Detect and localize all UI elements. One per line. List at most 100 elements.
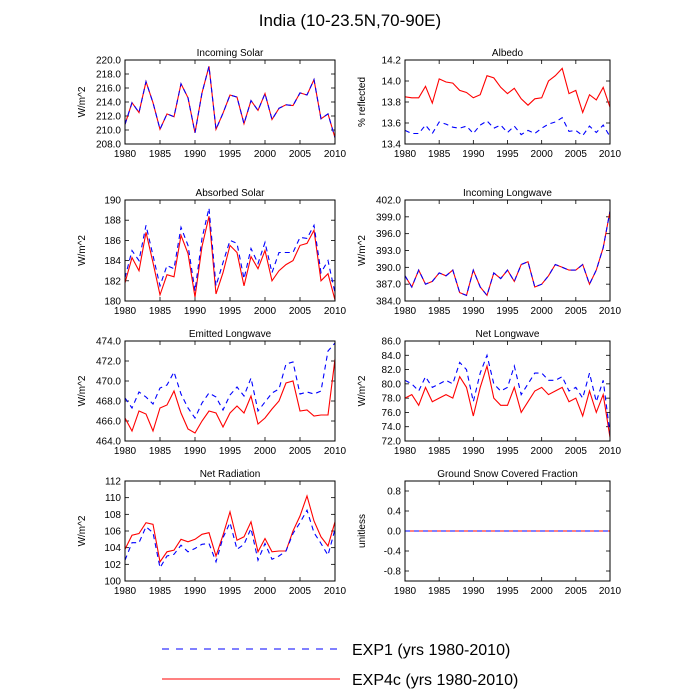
x-tick-label: 2005 [565, 446, 588, 457]
legend: EXP1 (yrs 1980-2010) EXP4c (yrs 1980-201… [162, 642, 518, 689]
panel-title: Net Longwave [476, 329, 540, 340]
y-tick-label: 390.0 [376, 263, 401, 274]
x-tick-label: 2010 [324, 149, 347, 160]
x-tick-label: 2005 [289, 446, 312, 457]
panel-3: Absorbed Solar W/m^2 180 182 184 186 188 190 198… [77, 188, 347, 317]
panels-group: Incoming Solar W/m^2 208.0 210.0 212.0 214.0 2… [77, 48, 622, 597]
x-tick-label: 1985 [428, 306, 451, 317]
x-tick-label: 2010 [599, 586, 622, 597]
series-exp4c-line [404, 363, 611, 438]
y-tick-label: -0.8 [384, 567, 402, 578]
y-axis-label: W/m^2 [357, 235, 368, 266]
x-tick-label: 2010 [599, 306, 622, 317]
y-tick-label: 72.0 [382, 437, 402, 448]
y-tick-label: 76.0 [382, 408, 402, 419]
y-tick-label: 0.8 [387, 487, 401, 498]
series-exp4c-line [124, 358, 336, 434]
x-tick-label: 1990 [184, 306, 207, 317]
y-tick-label: 78.0 [382, 394, 402, 405]
panel-frame [404, 340, 611, 442]
x-tick-label: 1990 [184, 149, 207, 160]
y-tick-label: 84.0 [382, 351, 402, 362]
panel-1: Incoming Solar W/m^2 208.0 210.0 212.0 214.0 2… [77, 48, 347, 160]
y-tick-label: 468.0 [96, 397, 121, 408]
series-exp1-line [124, 508, 336, 570]
y-tick-label: 182 [104, 276, 121, 287]
x-tick-label: 2005 [289, 149, 312, 160]
x-tick-label: 2000 [254, 149, 277, 160]
y-tick-label: 13.6 [382, 119, 402, 130]
series-exp4c-line [404, 67, 611, 115]
y-axis-label: W/m^2 [77, 375, 88, 406]
y-tick-label: 74.0 [382, 422, 402, 433]
y-axis-label: W/m^2 [357, 375, 368, 406]
x-tick-label: 1995 [496, 306, 519, 317]
panel-7: Net Radiation W/m^2 100 102 104 106 108 110 112 1… [77, 469, 347, 597]
y-tick-label: 108 [104, 510, 121, 521]
x-tick-label: 1995 [219, 586, 242, 597]
y-tick-label: 470.0 [96, 377, 121, 388]
x-tick-label: 1995 [219, 149, 242, 160]
x-tick-label: 2005 [565, 149, 588, 160]
y-axis-label: W/m^2 [77, 235, 88, 266]
y-tick-label: 214.0 [96, 98, 121, 109]
y-tick-label: 464.0 [96, 437, 121, 448]
panel-title: Incoming Solar [197, 48, 264, 59]
panel-frame [404, 59, 611, 145]
x-tick-label: 1980 [394, 446, 417, 457]
y-tick-label: 14.2 [382, 56, 402, 67]
y-tick-label: 14.0 [382, 77, 402, 88]
series-exp1-line [124, 207, 336, 294]
series-exp4c-line [404, 211, 611, 297]
x-tick-label: 1990 [462, 306, 485, 317]
y-tick-label: 402.0 [376, 196, 401, 207]
x-tick-label: 1980 [114, 149, 137, 160]
panel-frame [124, 340, 336, 442]
x-tick-label: 1980 [114, 446, 137, 457]
y-tick-label: 190 [104, 196, 121, 207]
x-tick-label: 2010 [599, 149, 622, 160]
panel-frame [124, 480, 336, 582]
legend-exp4c-label: EXP4c (yrs 1980-2010) [352, 672, 518, 689]
x-tick-label: 2000 [531, 446, 554, 457]
y-tick-label: 218.0 [96, 70, 121, 81]
x-tick-label: 1995 [219, 306, 242, 317]
y-tick-label: 104 [104, 543, 121, 554]
x-tick-label: 1985 [149, 446, 172, 457]
x-tick-label: 1990 [462, 149, 485, 160]
x-tick-label: 1995 [496, 149, 519, 160]
x-tick-label: 2005 [565, 586, 588, 597]
y-tick-label: 110 [105, 493, 121, 504]
panel-frame [404, 199, 611, 302]
x-tick-label: 1985 [428, 446, 451, 457]
y-tick-label: 220.0 [96, 56, 121, 67]
x-tick-label: 1990 [184, 446, 207, 457]
x-tick-label: 1980 [114, 306, 137, 317]
x-tick-label: 1995 [496, 586, 519, 597]
x-tick-label: 1990 [462, 446, 485, 457]
panel-title: Emitted Longwave [189, 329, 272, 340]
panel-title: Albedo [492, 48, 524, 59]
series-exp1-line [404, 116, 611, 137]
x-tick-label: 1980 [394, 306, 417, 317]
panel-title: Absorbed Solar [196, 188, 266, 199]
y-tick-label: 396.0 [376, 229, 401, 240]
x-tick-label: 2000 [531, 306, 554, 317]
y-axis-label: W/m^2 [77, 515, 88, 546]
series-exp1-line [124, 342, 336, 420]
x-tick-label: 2010 [324, 306, 347, 317]
x-tick-label: 1980 [114, 586, 137, 597]
y-tick-label: 472.0 [96, 357, 121, 368]
x-tick-label: 2000 [254, 446, 277, 457]
y-tick-label: 216.0 [96, 84, 121, 95]
y-tick-label: 188 [104, 216, 121, 227]
x-tick-label: 1980 [394, 586, 417, 597]
y-tick-label: 474.0 [96, 337, 121, 348]
panel-title: Net Radiation [200, 469, 261, 480]
y-tick-label: 0.4 [387, 507, 401, 518]
y-tick-label: 393.0 [376, 246, 401, 257]
y-tick-label: 466.0 [96, 417, 121, 428]
x-tick-label: 1990 [462, 586, 485, 597]
x-tick-label: 1985 [149, 306, 172, 317]
